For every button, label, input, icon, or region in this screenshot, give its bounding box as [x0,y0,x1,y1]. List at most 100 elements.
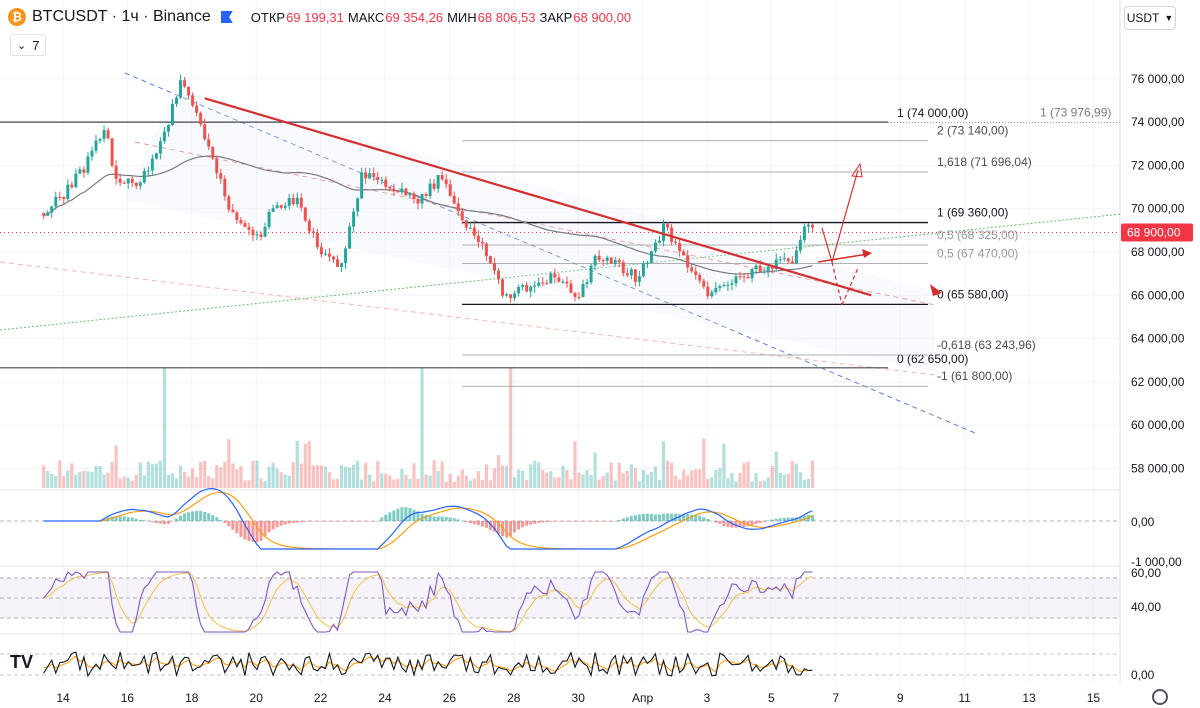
volume-bar [319,465,324,488]
volume-bar [661,441,666,488]
candle-body [408,193,412,196]
volume-bar [657,479,662,488]
trendline-arrowhead [930,284,942,296]
arrowhead-icon [862,249,872,258]
volume-bar [581,474,585,488]
candle-body [259,234,263,237]
macd-histogram-bar [505,521,509,538]
macd-histogram-bar [666,513,670,521]
volume-bar [601,476,605,488]
flag-icon[interactable] [220,11,233,23]
macd-histogram-bar [138,519,142,521]
gear-icon[interactable] [1152,689,1168,705]
macd-histogram-bar [468,521,472,524]
symbol-title[interactable]: BTCUSDT · 1ч · Binance [32,8,211,25]
macd-histogram-bar [746,521,750,527]
macd-histogram-bar [464,521,468,522]
volume-bar [609,462,613,488]
macd-axis-label: -1 000,00 [1131,555,1182,569]
volume-bar [569,479,573,488]
volume-bar [597,479,601,488]
rsi-axis-label: 60,00 [1131,566,1161,580]
volume-bar [742,463,746,488]
candle-body [243,223,247,227]
time-axis-label: 16 [121,691,135,705]
macd-histogram-bar [444,516,448,521]
candle-body [573,292,577,297]
candle-body [175,97,179,104]
volume-bar [492,468,497,488]
volume-bar [307,441,311,488]
macd-histogram-bar [501,521,505,537]
candle-body [102,130,106,139]
macd-histogram-bar [340,521,344,522]
channel-lower-line [124,72,976,434]
candle-body [452,195,456,204]
volume-bar [78,471,82,488]
volume-bar [376,461,380,488]
candle-body [303,207,307,221]
macd-histogram-bar [718,521,722,524]
volume-bar [488,480,493,488]
macd-histogram-bar [480,521,484,527]
volume-bar [279,472,283,488]
candle-body [400,188,404,193]
volume-bar [82,470,86,488]
indicators-toggle[interactable]: ⌄ 7 [10,34,47,56]
trend-annotations [204,97,942,306]
volume-bar [259,478,263,488]
macd-histogram-bar [404,507,408,521]
macd-histogram-bar [291,521,295,523]
currency-selector[interactable]: USDT ▼ [1124,6,1176,30]
channel-fill [125,88,935,372]
candle-body [682,251,686,256]
volume-bar [295,440,299,488]
candle-body [810,224,814,228]
candle-body [710,292,714,297]
candle-body [460,211,464,221]
time-axis-label: 7 [832,691,839,705]
macd-histogram-bar [778,518,782,521]
macd-histogram-bar [702,517,706,521]
price-axis-label: 76 000,00 [1131,72,1185,86]
candle-body [90,150,94,157]
candle-body [758,265,762,272]
macd-histogram-bar [392,510,396,521]
macd-histogram-bar [331,521,335,522]
candle-body [114,165,118,179]
grid [0,0,1121,685]
candle-body [166,124,170,132]
candle-body [432,183,436,189]
macd-histogram-bar [734,521,738,528]
macd-histogram-bar [553,521,557,522]
candle-body [569,283,573,293]
volume-bar [54,476,58,488]
projection-dashed-line [831,261,843,306]
low-value: 68 806,53 [477,9,536,25]
fib-label: 0 (62 650,00) [897,352,968,366]
candle-body [497,270,501,280]
macd-histogram-bar [649,513,653,521]
volume-bar [404,474,408,488]
volume-bar [557,477,561,488]
time-axis-label: 15 [1087,691,1101,705]
macd-histogram-bar [279,521,283,526]
close-value: 68 900,00 [573,9,632,25]
macd-histogram-bar [545,521,549,523]
stochastic-pane: TV [0,651,1120,678]
macd-histogram-bar [344,521,348,522]
volume-bar [678,479,682,488]
candle-body [255,234,259,236]
macd-histogram-bar [742,521,746,527]
time-axis-label: 5 [768,691,775,705]
macd-histogram-bar [456,519,460,521]
macd-histogram-bar [730,521,734,528]
volume-bar [90,472,94,488]
time-axis-label: 3 [704,691,711,705]
macd-histogram-bar [569,521,573,522]
macd-histogram-bar [315,521,319,522]
macd-histogram-bar [303,521,307,522]
candle-body [78,169,82,174]
macd-histogram-bar [255,521,259,543]
